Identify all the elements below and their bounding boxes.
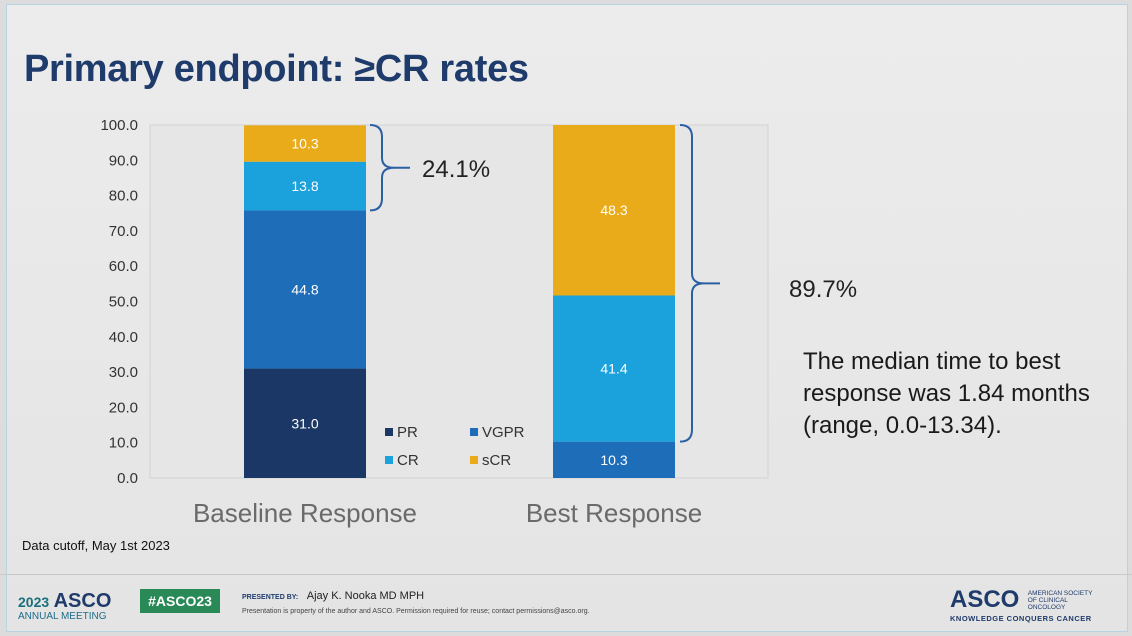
best-bracket bbox=[679, 124, 720, 443]
data-label: 48.3 bbox=[600, 202, 627, 218]
data-label: 13.8 bbox=[291, 178, 318, 194]
data-label: 44.8 bbox=[291, 281, 318, 297]
legend-swatch-pr bbox=[385, 428, 393, 436]
legend-swatch-cr bbox=[385, 456, 393, 464]
society-name: AMERICAN SOCIETY OF CLINICAL ONCOLOGY bbox=[1027, 590, 1093, 611]
data-label: 41.4 bbox=[600, 361, 627, 377]
y-tick-label: 30.0 bbox=[109, 364, 138, 381]
baseline-bracket bbox=[369, 124, 410, 212]
asco-logo: ASCO AMERICAN SOCIETY OF CLINICAL ONCOLO… bbox=[950, 586, 1098, 623]
y-tick-label: 60.0 bbox=[109, 258, 138, 275]
bar-segment-vgpr bbox=[244, 210, 366, 369]
legend-label: CR bbox=[397, 452, 419, 469]
y-tick-label: 20.0 bbox=[109, 399, 138, 416]
hashtag-badge: #ASCO23 bbox=[140, 589, 220, 613]
legend-swatch-scr bbox=[470, 456, 478, 464]
y-tick-label: 100.0 bbox=[100, 117, 138, 134]
meeting-name: ANNUAL MEETING bbox=[18, 611, 107, 622]
slide-title: Primary endpoint: ≥CR rates bbox=[24, 48, 529, 90]
bar-segment-cr bbox=[244, 161, 366, 211]
category-label: Baseline Response bbox=[193, 498, 417, 528]
legend-label: VGPR bbox=[482, 424, 525, 441]
meeting-year: 2023 bbox=[18, 594, 50, 610]
bar-segment-scr bbox=[244, 125, 366, 162]
meeting-asco: ASCO bbox=[53, 590, 112, 612]
baseline-cr-callout: 24.1% bbox=[422, 156, 491, 183]
presented-by-label: PRESENTED BY: bbox=[242, 594, 299, 601]
data-label: 31.0 bbox=[291, 415, 318, 431]
disclaimer: Presentation is property of the author a… bbox=[242, 608, 590, 615]
tagline: KNOWLEDGE CONQUERS CANCER bbox=[950, 614, 1092, 623]
data-cutoff: Data cutoff, May 1st 2023 bbox=[22, 538, 170, 553]
category-label: Best Response bbox=[526, 498, 702, 528]
y-tick-label: 0.0 bbox=[117, 470, 138, 487]
data-label: 10.3 bbox=[600, 452, 627, 468]
y-tick-label: 90.0 bbox=[109, 152, 138, 169]
y-tick-label: 70.0 bbox=[109, 223, 138, 240]
asco-logo-text: ASCO bbox=[950, 586, 1020, 613]
legend-label: sCR bbox=[482, 452, 511, 469]
legend-swatch-vgpr bbox=[470, 428, 478, 436]
bar-segment-vgpr bbox=[553, 441, 675, 478]
bar-segment-cr bbox=[553, 295, 675, 442]
median-time-note: The median time to best response was 1.8… bbox=[803, 348, 1090, 439]
bar-segment-scr bbox=[553, 125, 675, 296]
footer-divider bbox=[0, 574, 1132, 575]
y-tick-label: 40.0 bbox=[109, 329, 138, 346]
best-cr-callout: 89.7% bbox=[789, 276, 858, 303]
annual-meeting-logo: 2023 ASCO ANNUAL MEETING bbox=[18, 590, 111, 622]
data-label: 10.3 bbox=[291, 136, 318, 152]
bar-segment-pr bbox=[244, 368, 366, 478]
presented-by: PRESENTED BY: Ajay K. Nooka MD MPH bbox=[242, 590, 424, 602]
y-tick-label: 50.0 bbox=[109, 294, 138, 311]
y-tick-label: 10.0 bbox=[109, 435, 138, 452]
legend-label: PR bbox=[397, 424, 418, 441]
presenter-name: Ajay K. Nooka MD MPH bbox=[306, 590, 425, 602]
y-tick-label: 80.0 bbox=[109, 188, 138, 205]
